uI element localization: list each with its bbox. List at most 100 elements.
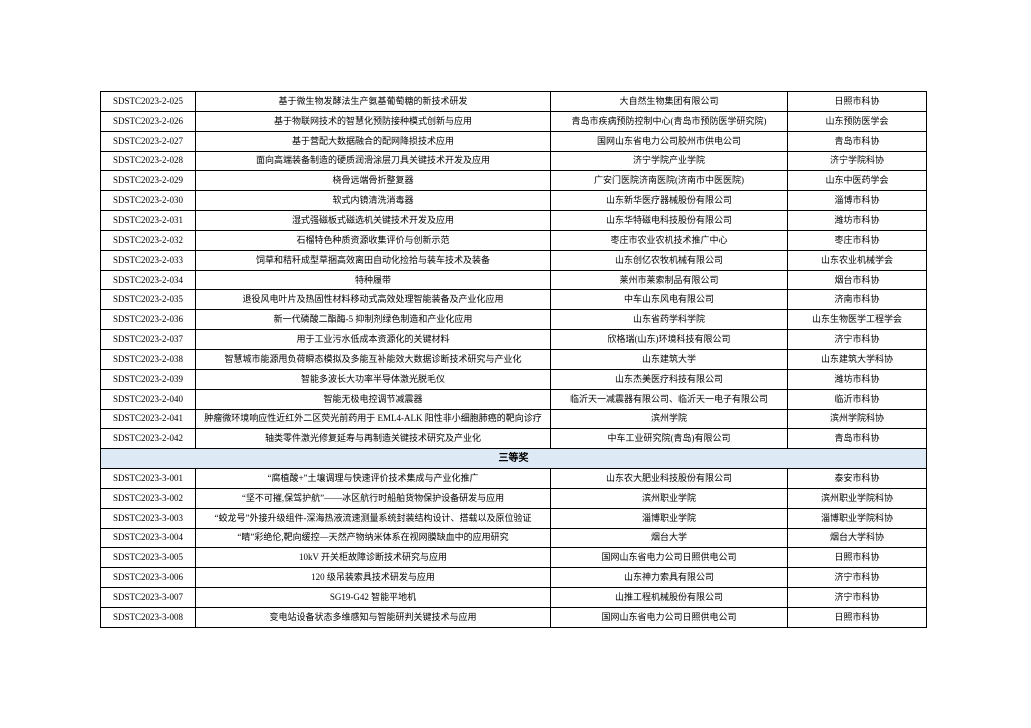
table-row: SDSTC2023-2-031 湿式强磁板式磁选机关键技术开发及应用 山东华特磁… [100,210,927,231]
table-row: SDSTC2023-3-008 变电站设备状态多维感知与智能研判关键技术与应用 … [100,606,927,628]
recommender-cell: 滨州职业学院科协 [787,487,927,509]
recommender-cell: 烟台大学科协 [787,527,927,549]
code-cell: SDSTC2023-2-026 [100,110,196,132]
recommender-cell: 枣庄市科协 [787,229,927,251]
organization-cell: 大自然生物集团有限公司 [550,91,788,112]
title-cell: 基于微生物发酵法生产氨基葡萄糖的新技术研发 [195,91,551,112]
code-cell: SDSTC2023-3-007 [100,587,196,608]
code-cell: SDSTC2023-3-003 [100,507,196,529]
code-cell: SDSTC2023-2-037 [100,329,196,350]
organization-cell: 青岛市疾病预防控制中心(青岛市预防医学研究院) [550,110,788,132]
title-cell: 变电站设备状态多维感知与智能研判关键技术与应用 [195,606,551,628]
code-cell: SDSTC2023-2-030 [100,190,196,212]
table-row: SDSTC2023-2-038 智慧城市能源甩负荷瞬态模拟及多能互补能效大数据诊… [100,348,927,370]
organization-cell: 山推工程机械股份有限公司 [550,587,788,608]
recommender-cell: 山东建筑大学科协 [787,348,927,370]
recommender-cell: 济南市科协 [787,289,927,311]
organization-cell: 山东杰美医疗科技有限公司 [550,368,788,390]
organization-cell: 国网山东省电力公司日照供电公司 [550,606,788,628]
title-cell: 基于物联网技术的智慧化预防接种模式创新与应用 [195,110,551,132]
recommender-cell: 青岛市科协 [787,428,927,450]
organization-cell: 国网山东省电力公司胶州市供电公司 [550,130,788,152]
organization-cell: 山东创亿农牧机械有限公司 [550,249,788,271]
code-cell: SDSTC2023-2-033 [100,249,196,271]
code-cell: SDSTC2023-2-042 [100,428,196,450]
code-cell: SDSTC2023-3-004 [100,527,196,549]
title-cell: “腐植酸+”土壤调理与快速评价技术集成与产业化推广 [195,468,551,489]
title-cell: 特种履带 [195,269,551,291]
code-cell: SDSTC2023-2-029 [100,170,196,192]
title-cell: SG19-G42 智能平地机 [195,587,551,608]
table-row: SDSTC2023-3-001 “腐植酸+”土壤调理与快速评价技术集成与产业化推… [100,468,927,489]
organization-cell: 枣庄市农业农机技术推广中心 [550,229,788,251]
code-cell: SDSTC2023-2-027 [100,130,196,152]
code-cell: SDSTC2023-2-025 [100,91,196,112]
table-row: SDSTC2023-2-030 软式内镜清洗消毒器 山东新华医疗器械股份有限公司… [100,190,927,212]
organization-cell: 济宁学院产业学院 [550,150,788,172]
organization-cell: 烟台大学 [550,527,788,549]
recommender-cell: 淄博市科协 [787,190,927,212]
recommender-cell: 山东生物医学工程学会 [787,309,927,331]
title-cell: 轴类零件激光修复延寿与再制造关键技术研究及产业化 [195,428,551,450]
title-cell: 湿式强磁板式磁选机关键技术开发及应用 [195,210,551,231]
table-row: SDSTC2023-2-027 基于营配大数据融合的配网降损技术应用 国网山东省… [100,130,927,152]
title-cell: 智慧城市能源甩负荷瞬态模拟及多能互补能效大数据诊断技术研究与产业化 [195,348,551,370]
table-row: SDSTC2023-2-041 肿瘤微环境响应性近红外二区荧光前药用于 EML4… [100,408,927,430]
recommender-cell: 日照市科协 [787,606,927,628]
table-row: SDSTC2023-3-004 “睛”彩绝伦,靶向缓控—天然产物纳米体系在视网膜… [100,527,927,549]
award-table-body: SDSTC2023-2-025 基于微生物发酵法生产氨基葡萄糖的新技术研发 大自… [100,91,927,628]
code-cell: SDSTC2023-2-041 [100,408,196,430]
recommender-cell: 淄博职业学院科协 [787,507,927,529]
recommender-cell: 日照市科协 [787,547,927,569]
code-cell: SDSTC2023-2-034 [100,269,196,291]
title-cell: 120 级吊装索具技术研发与应用 [195,567,551,589]
title-cell: 智能无极电控调节减震器 [195,388,551,410]
organization-cell: 中车工业研究院(青岛)有限公司 [550,428,788,450]
organization-cell: 滨州职业学院 [550,487,788,509]
code-cell: SDSTC2023-3-002 [100,487,196,509]
table-row: SDSTC2023-2-033 饲草和秸秆成型草捆高效离田自动化捡拾与装车技术及… [100,249,927,271]
organization-cell: 山东华特磁电科技股份有限公司 [550,210,788,231]
title-cell: “蛟龙号”外接升级组件-深海热液流速测量系统封装结构设计、搭载以及原位验证 [195,507,551,529]
table-row: SDSTC2023-3-006 120 级吊装索具技术研发与应用 山东神力索具有… [100,567,927,589]
recommender-cell: 济宁市科协 [787,567,927,589]
recommender-cell: 滨州学院科协 [787,408,927,430]
table-row: SDSTC2023-2-028 面向高端装备制造的硬质润滑涂层刀具关键技术开发及… [100,150,927,172]
recommender-cell: 日照市科协 [787,91,927,112]
title-cell: “睛”彩绝伦,靶向缓控—天然产物纳米体系在视网膜缺血中的应用研究 [195,527,551,549]
title-cell: 软式内镜清洗消毒器 [195,190,551,212]
title-cell: 基于营配大数据融合的配网降损技术应用 [195,130,551,152]
table-row: SDSTC2023-2-042 轴类零件激光修复延寿与再制造关键技术研究及产业化… [100,428,927,450]
table-row: SDSTC2023-2-035 退役风电叶片及热固性材料移动式高效处理智能装备及… [100,289,927,311]
code-cell: SDSTC2023-2-035 [100,289,196,311]
recommender-cell: 济宁市科协 [787,587,927,608]
code-cell: SDSTC2023-2-038 [100,348,196,370]
table-row: SDSTC2023-3-003 “蛟龙号”外接升级组件-深海热液流速测量系统封装… [100,507,927,529]
code-cell: SDSTC2023-3-006 [100,567,196,589]
organization-cell: 中车山东风电有限公司 [550,289,788,311]
table-row: SDSTC2023-2-037 用于工业污水低成本资源化的关键材料 欣格瑞(山东… [100,329,927,350]
table-row: SDSTC2023-2-032 石榴特色种质资源收集评价与创新示范 枣庄市农业农… [100,229,927,251]
title-cell: 肿瘤微环境响应性近红外二区荧光前药用于 EML4-ALK 阳性非小细胞肺癌的靶向… [195,408,551,430]
table-row: SDSTC2023-2-026 基于物联网技术的智慧化预防接种模式创新与应用 青… [100,110,927,132]
recommender-cell: 泰安市科协 [787,468,927,489]
recommender-cell: 烟台市科协 [787,269,927,291]
table-row: SDSTC2023-3-005 10kV 开关柜故障诊断技术研究与应用 国网山东… [100,547,927,569]
title-cell: 新一代磷酸二酯酶-5 抑制剂绿色制造和产业化应用 [195,309,551,331]
title-cell: 退役风电叶片及热固性材料移动式高效处理智能装备及产业化应用 [195,289,551,311]
table-row: SDSTC2023-2-034 特种履带 莱州市莱索制品有限公司 烟台市科协 [100,269,927,291]
organization-cell: 临沂天一减震器有限公司、临沂天一电子有限公司 [550,388,788,410]
table-row: SDSTC2023-3-007 SG19-G42 智能平地机 山推工程机械股份有… [100,587,927,608]
table-row: SDSTC2023-3-002 “坚不可摧,保驾护航”——冰区航行时船舶货物保护… [100,487,927,509]
recommender-cell: 济宁学院科协 [787,150,927,172]
code-cell: SDSTC2023-3-001 [100,468,196,489]
code-cell: SDSTC2023-2-036 [100,309,196,331]
organization-cell: 山东省药学科学院 [550,309,788,331]
code-cell: SDSTC2023-3-005 [100,547,196,569]
title-cell: 饲草和秸秆成型草捆高效离田自动化捡拾与装车技术及装备 [195,249,551,271]
organization-cell: 广安门医院济南医院(济南市中医医院) [550,170,788,192]
title-cell: “坚不可摧,保驾护航”——冰区航行时船舶货物保护设备研发与应用 [195,487,551,509]
organization-cell: 淄博职业学院 [550,507,788,529]
table-row: SDSTC2023-2-025 基于微生物发酵法生产氨基葡萄糖的新技术研发 大自… [100,91,927,112]
